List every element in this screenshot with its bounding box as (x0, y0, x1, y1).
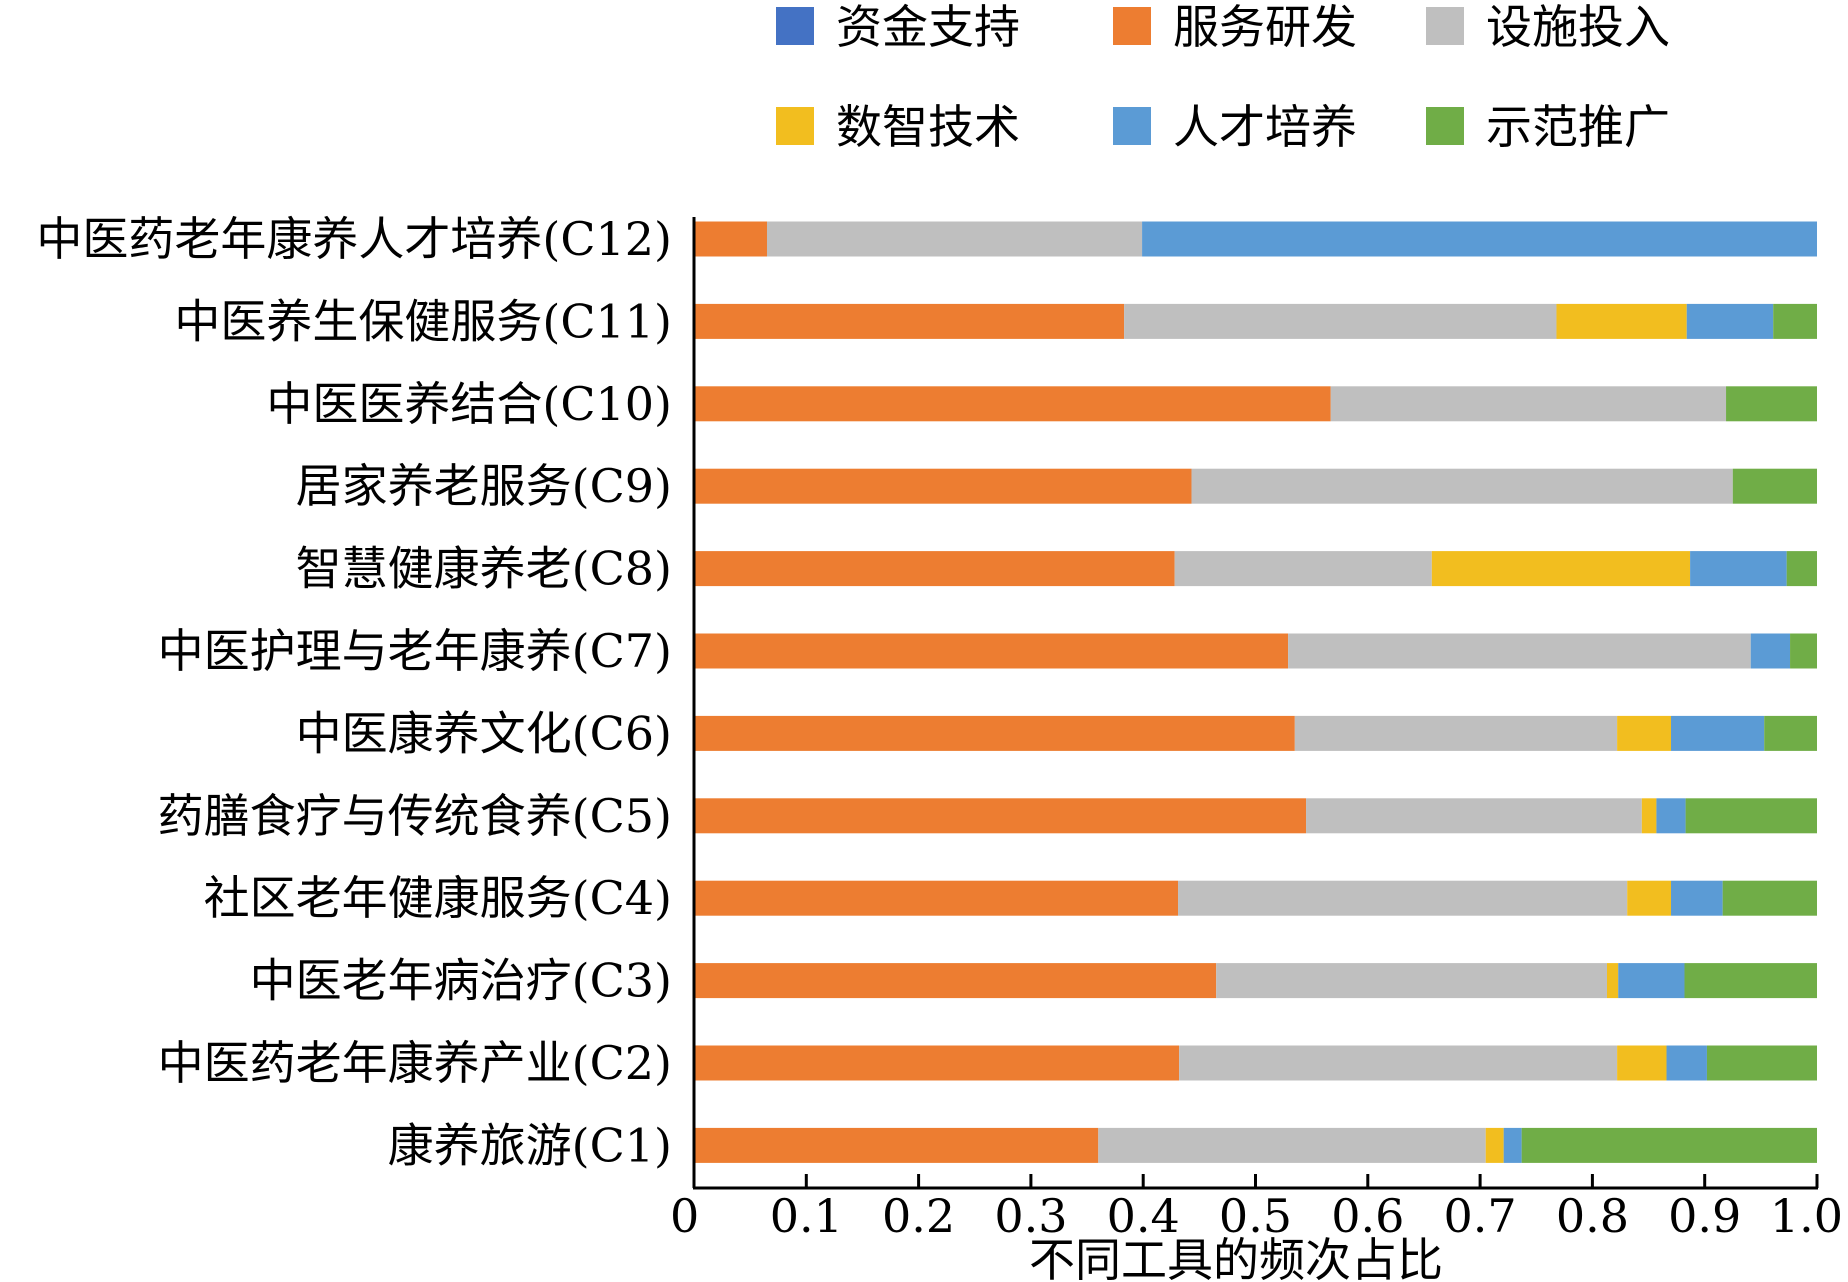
bar-segment-c3-s3 (1216, 963, 1607, 999)
category-label: 社区老年健康服务(C4) (204, 871, 672, 925)
bar-segment-c1-s4 (1485, 1127, 1504, 1163)
category-label: 居家养老服务(C9) (296, 459, 672, 513)
bar-segment-c1-s5 (1503, 1127, 1522, 1163)
legend-swatch (1113, 7, 1151, 45)
x-tick-label: 0.3 (994, 1189, 1067, 1243)
bar-segment-c10-s6 (1726, 386, 1817, 422)
bar-segment-c8-s5 (1690, 551, 1787, 587)
bar-segment-c3-s5 (1618, 963, 1685, 999)
bar-segment-c4-s5 (1671, 880, 1723, 916)
bar-segment-c12-s2 (694, 221, 767, 257)
bar-segment-c8-s3 (1174, 551, 1432, 587)
bar-segment-c3-s6 (1684, 963, 1817, 999)
bar-segment-c9-s2 (694, 468, 1192, 504)
bar-segment-c1-s6 (1521, 1127, 1817, 1163)
bar-segment-c7-s6 (1790, 633, 1817, 669)
bar-segment-c7-s5 (1750, 633, 1791, 669)
category-label: 中医老年病治疗(C3) (250, 954, 672, 1008)
bar-segment-c5-s4 (1641, 798, 1657, 834)
bar-segment-c8-s4 (1431, 551, 1691, 587)
legend-swatch (1426, 7, 1464, 45)
x-tick-label: 0.5 (1219, 1189, 1292, 1243)
bar-segment-c1-s3 (1098, 1127, 1486, 1163)
x-tick-label: 0.4 (1107, 1189, 1180, 1243)
category-label: 智慧健康养老(C8) (296, 542, 672, 596)
bar-segment-c5-s3 (1306, 798, 1642, 834)
category-label: 中医药老年康养人才培养(C12) (36, 212, 672, 266)
x-tick-label: 1.0 (1770, 1189, 1843, 1243)
bar-segment-c4-s2 (694, 880, 1179, 916)
bar-segment-c8-s2 (694, 551, 1175, 587)
x-tick-label: 0.9 (1668, 1189, 1741, 1243)
legend-swatch (1113, 107, 1151, 145)
bar-segment-c8-s6 (1786, 551, 1817, 587)
x-axis-title: 不同工具的频次占比 (1029, 1233, 1443, 1282)
bar-segment-c5-s5 (1656, 798, 1686, 834)
legend-label: 服务研发 (1173, 0, 1357, 54)
category-label: 中医康养文化(C6) (296, 706, 672, 760)
category-label: 中医医养结合(C10) (266, 377, 672, 431)
bar-segment-c5-s2 (694, 798, 1307, 834)
bar-segment-c6-s4 (1617, 715, 1672, 751)
category-label: 中医药老年康养产业(C2) (158, 1036, 672, 1090)
bar-segment-c10-s2 (694, 386, 1331, 422)
bar-segment-c4-s3 (1178, 880, 1628, 916)
legend-swatch (776, 107, 814, 145)
bar-segment-c7-s3 (1288, 633, 1751, 669)
x-ticks: 0 0.1 0.2 0.3 0.4 0.5 0.6 0.7 0.8 0.9 1.0 (670, 1174, 1843, 1243)
bar-segment-c3-s2 (694, 963, 1217, 999)
legend-label: 示范推广 (1486, 100, 1670, 154)
category-label: 药膳食疗与传统食养(C5) (158, 789, 672, 843)
bar-segment-c9-s3 (1191, 468, 1733, 504)
bar-segment-c6-s5 (1671, 715, 1765, 751)
x-tick-label: 0.6 (1331, 1189, 1404, 1243)
bar-segment-c2-s5 (1666, 1045, 1707, 1081)
bar-segment-c6-s2 (694, 715, 1295, 751)
bars (694, 221, 1817, 1163)
bar-segment-c9-s6 (1732, 468, 1817, 504)
bar-segment-c11-s2 (694, 303, 1125, 339)
bar-segment-c11-s4 (1556, 303, 1687, 339)
bar-segment-c6-s6 (1764, 715, 1817, 751)
legend-label: 资金支持 (836, 0, 1020, 54)
category-labels: 中医药老年康养人才培养(C12) 中医养生保健服务(C11) 中医医养结合(C10)… (36, 212, 672, 1172)
bar-segment-c12-s5 (1142, 221, 1817, 257)
axes (692, 217, 1818, 1190)
bar-segment-c7-s2 (694, 633, 1289, 669)
bar-segment-c12-s3 (766, 221, 1143, 257)
bar-segment-c11-s6 (1773, 303, 1817, 339)
bar-segment-c6-s3 (1294, 715, 1618, 751)
bar-segment-c2-s2 (694, 1045, 1180, 1081)
x-tick-label: 0.7 (1444, 1189, 1517, 1243)
legend-swatch (776, 7, 814, 45)
bar-segment-c2-s4 (1617, 1045, 1667, 1081)
x-tick-label: 0.8 (1556, 1189, 1629, 1243)
bar-segment-c2-s3 (1179, 1045, 1618, 1081)
category-label: 中医养生保健服务(C11) (174, 294, 672, 348)
x-tick-label: 0 (670, 1189, 699, 1243)
legend-label: 人才培养 (1173, 100, 1357, 154)
bar-segment-c4-s6 (1722, 880, 1817, 916)
bar-segment-c4-s4 (1627, 880, 1672, 916)
category-label: 中医护理与老年康养(C7) (158, 624, 672, 678)
x-tick-label: 0.2 (882, 1189, 955, 1243)
legend-label: 数智技术 (836, 100, 1020, 154)
x-tick-label: 0.1 (770, 1189, 843, 1243)
bar-segment-c11-s3 (1124, 303, 1557, 339)
legend-swatch (1426, 107, 1464, 145)
legend-label: 设施投入 (1486, 0, 1670, 54)
bar-segment-c1-s2 (694, 1127, 1099, 1163)
bar-segment-c5-s6 (1685, 798, 1817, 834)
bar-segment-c11-s5 (1686, 303, 1774, 339)
bar-segment-c2-s6 (1706, 1045, 1817, 1081)
bar-segment-c3-s4 (1606, 963, 1619, 999)
category-label: 康养旅游(C1) (388, 1118, 672, 1172)
bar-segment-c10-s3 (1330, 386, 1727, 422)
